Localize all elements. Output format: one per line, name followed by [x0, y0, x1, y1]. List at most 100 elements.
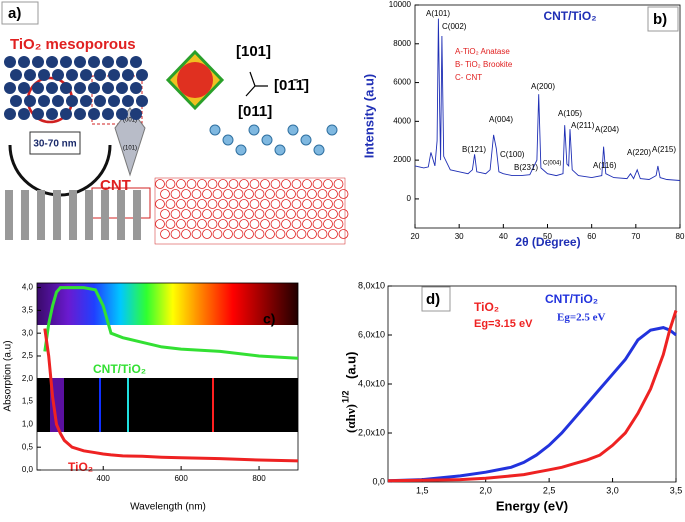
legend-note: A-TiO₂ Anatase [455, 47, 510, 56]
particle [38, 95, 50, 107]
particle [52, 69, 64, 81]
lattice-ring [165, 199, 176, 209]
legend-note: C- CNT [455, 73, 482, 82]
particle [4, 82, 16, 94]
particle [46, 108, 58, 120]
lattice-ring [296, 229, 307, 239]
x-tick-label: 40 [499, 232, 508, 241]
lattice-ring [223, 189, 233, 199]
lattice-ring [207, 219, 218, 229]
lattice-ring [275, 209, 286, 219]
peak-label: A(200) [531, 82, 555, 91]
y-tick-label: 4,0 [22, 283, 34, 292]
lattice-ring [202, 229, 212, 239]
lattice-ring [249, 179, 260, 189]
lattice-ring [296, 209, 307, 219]
y-tick-label: 8,0x10 [358, 280, 385, 290]
particle [136, 95, 148, 107]
surface-atom [300, 134, 312, 146]
title: TiO₂ mesoporous [10, 36, 136, 53]
lattice-ring [207, 179, 218, 189]
y-tick-label: 0,5 [22, 442, 34, 451]
lattice-ring [170, 209, 181, 219]
particle [102, 82, 114, 94]
peak-label: A(220) [627, 148, 651, 157]
lattice-ring [275, 189, 286, 199]
lattice-ring [202, 189, 212, 199]
lattice-ring [155, 179, 165, 189]
particle [66, 95, 78, 107]
particle [88, 108, 100, 120]
series-label: TiO₂ [68, 460, 93, 474]
lattice-ring [191, 229, 202, 239]
lattice-ring [170, 229, 181, 239]
series-line [387, 310, 678, 483]
cnt-lattice [154, 177, 346, 245]
nanotube [5, 190, 13, 240]
lattice-ring [338, 209, 349, 219]
lattice-ring [249, 219, 260, 229]
lattice-ring [307, 189, 317, 199]
panel-label: d) [426, 291, 440, 308]
lattice-ring [286, 229, 296, 239]
particle [108, 95, 120, 107]
lattice-ring [302, 179, 312, 189]
lattice-ring [302, 199, 312, 209]
particle [102, 56, 114, 68]
lattice-ring [223, 209, 233, 219]
lattice-ring [302, 219, 312, 229]
x-tick-label: 800 [252, 474, 266, 483]
peak-label: A(105) [558, 109, 582, 118]
particle [94, 95, 106, 107]
particle [24, 69, 36, 81]
surface-atom [313, 144, 325, 156]
y-tick-label: 0 [407, 194, 412, 203]
lattice-ring [270, 219, 281, 229]
particle [130, 108, 142, 120]
surface-atom [261, 134, 273, 146]
x-tick-label: 2,5 [543, 485, 556, 495]
lattice-ring [170, 189, 181, 199]
particle [32, 108, 44, 120]
lattice-ring [281, 179, 291, 189]
direction: [011] [238, 103, 272, 120]
lattice-ring [212, 189, 223, 199]
x-tick-label: 600 [174, 474, 188, 483]
lattice-ring [275, 229, 286, 239]
nanotube [133, 190, 141, 240]
lattice-ring [244, 189, 254, 199]
lattice-ring [228, 219, 239, 229]
lattice-ring [338, 189, 349, 199]
nanotube [101, 190, 109, 240]
particle [24, 95, 36, 107]
y-axis-label: Absorption (a.u) [3, 340, 14, 411]
y-tick-label: 0,0 [22, 465, 34, 474]
lattice-ring [181, 209, 191, 219]
emission-spectrum [37, 378, 298, 432]
lattice-ring [291, 199, 302, 209]
series-line [387, 326, 677, 483]
lattice-ring [218, 219, 228, 229]
lattice-ring [207, 199, 218, 209]
particle [136, 69, 148, 81]
legend-note: B- TiO₂ Brookite [455, 60, 513, 69]
chart-title: CNT/TiO₂ [543, 9, 596, 23]
x-tick-label: 80 [676, 232, 685, 241]
y-tick-label: 2,0 [22, 374, 34, 383]
surface-atom [235, 144, 247, 156]
lattice-ring [218, 179, 228, 189]
nanotube [21, 190, 29, 240]
lattice-ring [239, 179, 249, 189]
particle [74, 82, 86, 94]
series-line [43, 328, 299, 463]
lattice-ring [165, 179, 176, 189]
peak-label: C(100) [500, 150, 525, 159]
x-tick-label: 20 [411, 232, 420, 241]
y-axis-label: Intensity (a.u) [361, 74, 376, 159]
y-tick-label: 2,5 [22, 351, 34, 360]
lattice-ring [307, 209, 317, 219]
x-tick-label: 2,0 [479, 485, 492, 495]
lattice-ring [233, 209, 244, 219]
panel-label: b) [653, 11, 667, 28]
peak-label: B(231) [514, 163, 538, 172]
